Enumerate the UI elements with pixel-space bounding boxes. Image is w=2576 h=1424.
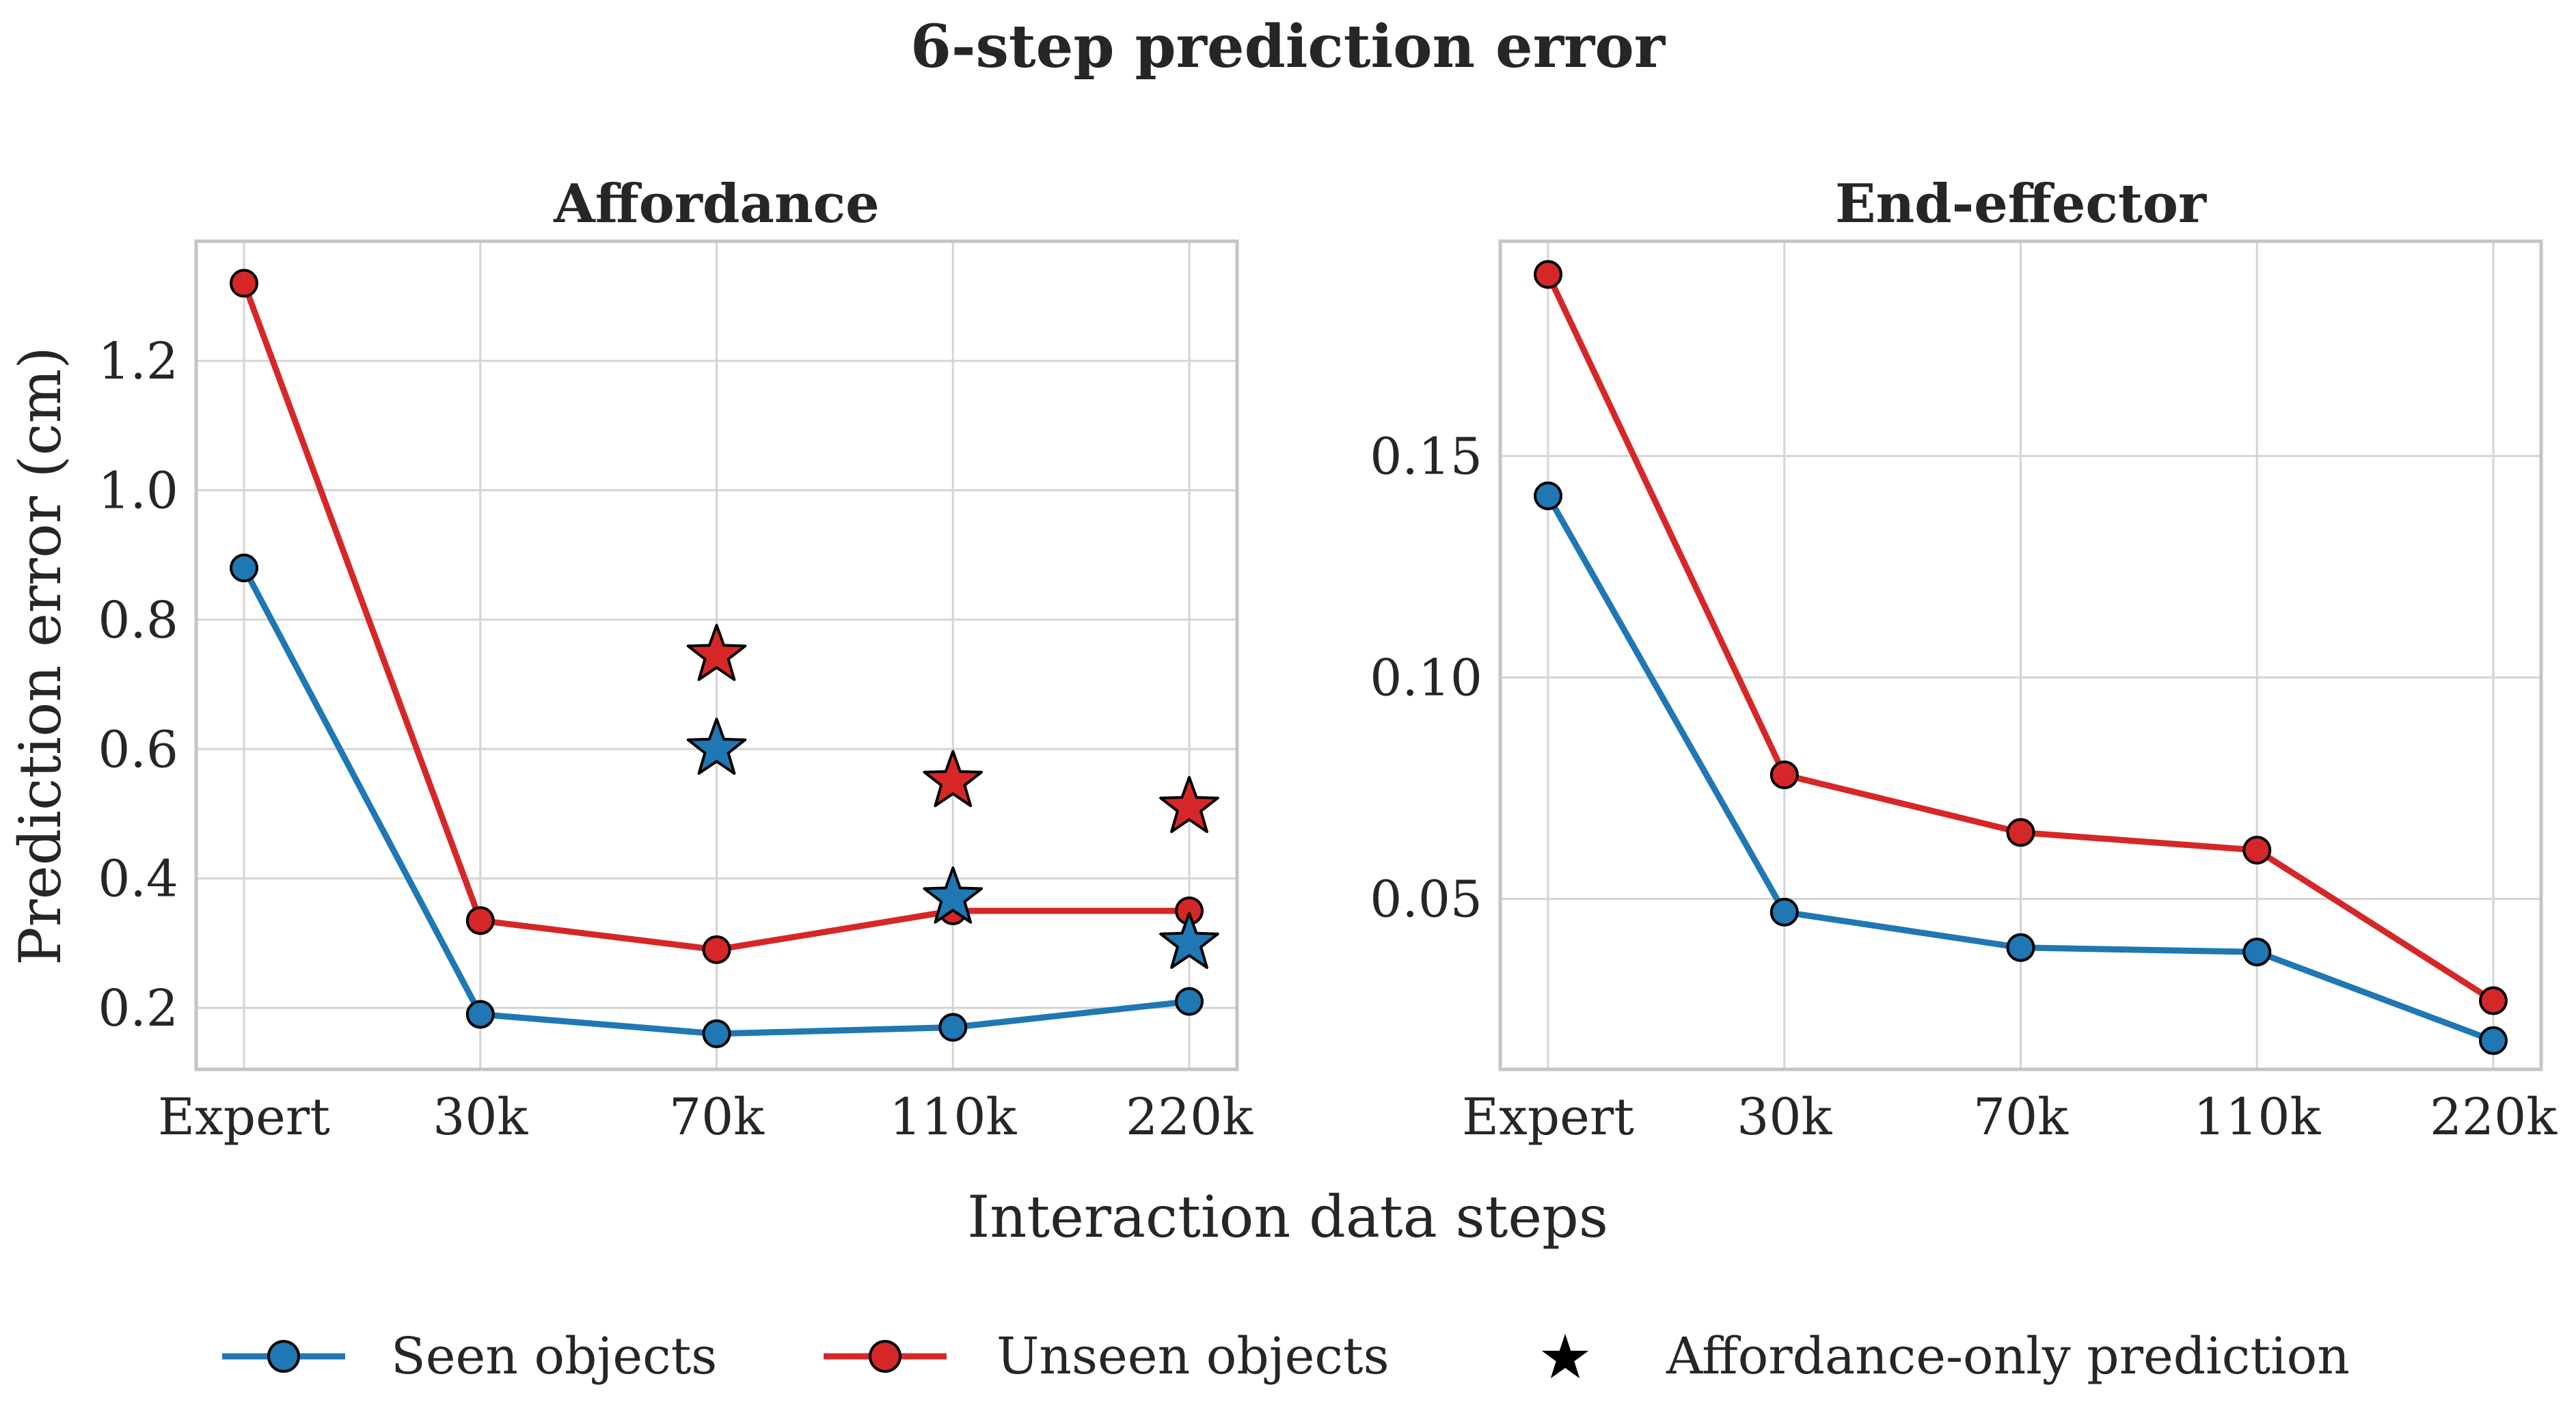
affordance-xtick-expert: Expert (158, 1088, 330, 1147)
legend-item-star: Affordance-only prediction (1541, 1327, 2350, 1386)
affordance-unseen-objects-point-expert (230, 269, 258, 298)
end-effector-seen-objects-point-expert (1534, 481, 1562, 510)
affordance-xtick-70k: 70k (669, 1088, 765, 1147)
affordance-unseen-objects-point-30k (465, 906, 495, 935)
end-effector-title: End-effector (1835, 173, 2207, 235)
affordance-xtick-220k: 220k (1126, 1088, 1253, 1147)
end-effector-frame (1498, 239, 2543, 1071)
end-effector-xtick-220k: 220k (2430, 1088, 2558, 1147)
affordance-star-seen-objects-70k (686, 717, 747, 775)
end-effector-seen-objects-point-70k (2006, 933, 2035, 962)
affordance-panel: 0.2 0.4 0.6 0.8 1.0 1.2 Expert 30k 70k 110k 220k Af… (98, 173, 1253, 1147)
figure-title: 6-step prediction error (910, 12, 1666, 81)
affordance-unseen-objects-point-70k (702, 935, 731, 964)
legend-item-seen: Seen objects (222, 1327, 717, 1386)
affordance-star-unseen-objects-220k (1159, 776, 1219, 834)
end-effector-xtick-expert: Expert (1462, 1088, 1634, 1147)
affordance-frame (194, 239, 1239, 1071)
legend-item-unseen: Unseen objects (824, 1327, 1389, 1386)
affordance-ytick-label: 0.8 (98, 591, 178, 650)
affordance-ytick-label: 1.0 (98, 462, 178, 521)
affordance-seen-objects-point-110k (938, 1013, 968, 1042)
affordance-seen-objects-point-70k (702, 1019, 731, 1048)
end-effector-panel: 0.05 0.10 0.15 Expert 30k 70k 110k 220k End-effe… (1370, 173, 2558, 1147)
end-effector-unseen-objects-point-70k (2006, 818, 2035, 847)
end-effector-seen-objects-point-220k (2479, 1026, 2508, 1055)
affordance-star-unseen-objects-110k (923, 750, 984, 808)
end-effector-seen-objects-point-30k (1770, 897, 1799, 927)
end-effector-unseen-objects-point-110k (2242, 836, 2272, 865)
y-axis-label: Prediction error (cm) (7, 346, 74, 966)
affordance-ytick-label: 0.2 (98, 979, 178, 1038)
legend-star-label: Affordance-only prediction (1666, 1327, 2350, 1386)
legend-unseen-label: Unseen objects (996, 1327, 1389, 1386)
end-effector-xtick-30k: 30k (1737, 1088, 1832, 1147)
affordance-seen-objects-point-30k (465, 1000, 495, 1029)
end-effector-ytick-label: 0.15 (1370, 427, 1482, 486)
affordance-ytick-label: 0.6 (98, 720, 178, 779)
affordance-xtick-110k: 110k (889, 1088, 1017, 1147)
legend: Seen objects Unseen objects Affordance-o… (222, 1327, 2350, 1386)
affordance-star-seen-objects-220k (1159, 912, 1219, 969)
x-axis-label: Interaction data steps (967, 1183, 1608, 1250)
affordance-title: Affordance (553, 173, 880, 235)
end-effector-ytick-label: 0.05 (1370, 870, 1482, 929)
end-effector-unseen-objects-point-220k (2479, 986, 2508, 1015)
affordance-ytick-label: 1.2 (98, 332, 178, 391)
end-effector-unseen-objects-point-30k (1770, 760, 1799, 789)
end-effector-xtick-70k: 70k (1973, 1088, 2069, 1147)
affordance-ytick-label: 0.4 (98, 850, 178, 909)
legend-star-marker (1541, 1334, 1589, 1379)
affordance-xtick-30k: 30k (433, 1088, 528, 1147)
legend-seen-marker (267, 1340, 300, 1373)
legend-unseen-marker (869, 1340, 901, 1373)
affordance-star-unseen-objects-70k (686, 624, 747, 681)
end-effector-seen-objects-point-110k (2242, 937, 2272, 967)
end-effector-unseen-objects-point-expert (1534, 260, 1562, 289)
end-effector-ytick-label: 0.10 (1370, 648, 1482, 707)
affordance-seen-objects-point-expert (230, 553, 258, 583)
affordance-star-seen-objects-110k (923, 866, 984, 924)
end-effector-xtick-110k: 110k (2193, 1088, 2321, 1147)
legend-seen-label: Seen objects (391, 1327, 717, 1386)
affordance-seen-objects-point-220k (1175, 987, 1204, 1016)
